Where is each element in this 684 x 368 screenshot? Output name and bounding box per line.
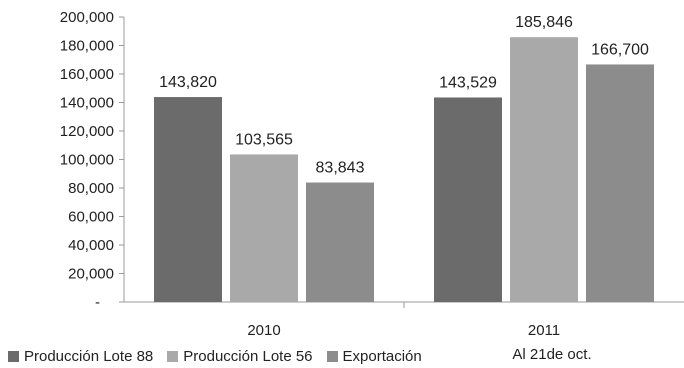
legend-label-lote-56: Producción Lote 56 [183, 348, 313, 365]
bar [306, 182, 374, 302]
bar [586, 64, 654, 302]
data-label: 143,820 [159, 74, 217, 91]
y-tick-label: 20,000 [68, 266, 114, 283]
data-label: 166,700 [591, 41, 649, 58]
y-tick-label: 200,000 [60, 9, 114, 26]
legend-item-lote-56: Producción Lote 56 [167, 348, 313, 365]
legend-label-lote-88: Producción Lote 88 [24, 348, 154, 365]
legend-swatch-lote-88 [8, 351, 19, 362]
y-tick-label: 40,000 [68, 237, 114, 254]
y-tick-label: 120,000 [60, 123, 114, 140]
bar [510, 37, 578, 303]
data-label: 83,843 [316, 160, 365, 177]
x-category-label: 2011 [528, 322, 560, 339]
legend-item-exportacion: Exportación [326, 348, 422, 365]
bar [230, 154, 298, 302]
legend-item-lote-88: Producción Lote 88 [8, 348, 153, 365]
data-label: 103,565 [235, 131, 293, 148]
y-tick-label: 160,000 [60, 66, 114, 83]
chart-legend: Producción Lote 88 Producción Lote 56 Ex… [8, 348, 436, 365]
y-tick-label: 80,000 [68, 180, 114, 197]
legend-label-exportacion: Exportación [342, 348, 422, 365]
legend-swatch-exportacion [326, 351, 338, 362]
bar [434, 97, 502, 302]
legend-swatch-lote-56 [167, 351, 179, 362]
y-tick-label: 60,000 [68, 209, 114, 226]
data-label: 185,846 [515, 14, 573, 31]
category-sublabel-2011: Al 21de oct. [512, 346, 592, 363]
x-category-label: 2010 [247, 322, 280, 339]
bar [154, 97, 222, 302]
y-tick-label: 140,000 [60, 95, 114, 112]
y-tick-label: 180,000 [60, 38, 114, 55]
data-label: 143,529 [439, 74, 497, 91]
y-tick-label: 100,000 [60, 152, 114, 169]
y-tick-label: - [95, 294, 100, 311]
